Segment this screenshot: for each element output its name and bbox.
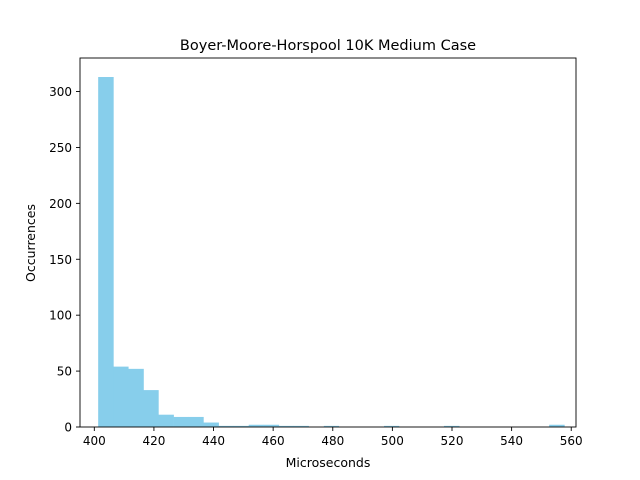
x-tick-label: 560: [560, 434, 583, 448]
x-tick-label: 460: [262, 434, 285, 448]
histogram-bar: [443, 425, 460, 427]
x-tick-label: 480: [321, 434, 344, 448]
histogram-bar: [98, 77, 114, 427]
y-tick-label: 200: [49, 197, 72, 211]
histogram-bar: [113, 366, 129, 427]
histogram-bar: [248, 424, 264, 427]
histogram-bar: [549, 424, 565, 427]
histogram-bar: [158, 414, 174, 427]
y-tick-label: 100: [49, 309, 72, 323]
histogram-bar: [218, 425, 234, 427]
y-axis-ticks: 0 50 100 150 200 250 300: [49, 85, 80, 435]
y-tick-label: 50: [57, 365, 72, 379]
x-tick-label: 520: [441, 434, 464, 448]
x-tick-label: 500: [381, 434, 404, 448]
histogram-bar: [128, 368, 144, 427]
histogram-bar: [278, 425, 295, 427]
x-tick-label: 540: [500, 434, 523, 448]
histogram-bar: [143, 390, 159, 427]
histogram-bar: [323, 425, 340, 427]
y-tick-label: 150: [49, 253, 72, 267]
x-axis-ticks: 400 420 440 460 480 500 520 540 560: [83, 427, 583, 448]
histogram-bar: [188, 416, 204, 427]
histogram-bars: [98, 77, 565, 427]
y-axis-label: Occurrences: [23, 204, 38, 282]
histogram-bar: [293, 425, 309, 427]
histogram-bar: [173, 416, 189, 427]
x-tick-label: 440: [202, 434, 225, 448]
histogram-bar: [384, 425, 400, 427]
y-tick-label: 0: [64, 421, 72, 435]
plot-frame: [79, 57, 577, 428]
chart-title: Boyer-Moore-Horspool 10K Medium Case: [180, 38, 476, 54]
x-tick-label: 420: [142, 434, 165, 448]
histogram-bar: [263, 424, 280, 427]
histogram-bar: [203, 422, 219, 427]
y-tick-label: 250: [49, 141, 72, 155]
y-tick-label: 300: [49, 85, 72, 99]
x-axis-label: Microseconds: [286, 455, 371, 470]
x-tick-label: 400: [83, 434, 106, 448]
histogram-bar: [233, 425, 250, 427]
